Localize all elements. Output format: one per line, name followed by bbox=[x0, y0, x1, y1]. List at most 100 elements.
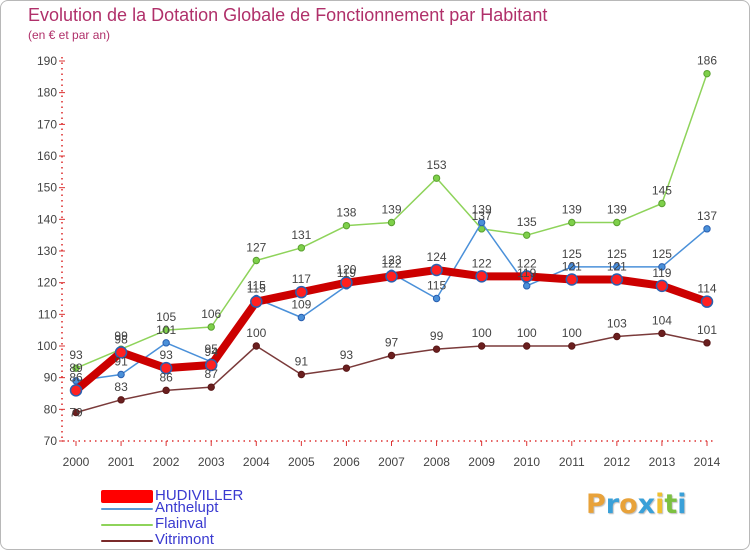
data-label: 119 bbox=[337, 266, 356, 280]
data-point bbox=[658, 329, 666, 338]
data-label: 124 bbox=[427, 250, 447, 264]
data-label: 139 bbox=[607, 203, 627, 217]
data-label: 137 bbox=[472, 209, 492, 223]
data-label: 137 bbox=[697, 209, 717, 223]
y-tick-label: 150 bbox=[37, 181, 57, 195]
data-point bbox=[117, 370, 125, 379]
data-label: 103 bbox=[607, 317, 627, 331]
data-point bbox=[523, 231, 531, 239]
x-tick-label: 2014 bbox=[694, 455, 721, 469]
data-label: 122 bbox=[472, 256, 492, 270]
data-point bbox=[385, 270, 398, 283]
data-point bbox=[72, 364, 80, 372]
x-tick-label: 2005 bbox=[288, 455, 315, 469]
logo-letter: x bbox=[637, 489, 656, 520]
data-label: 117 bbox=[292, 272, 311, 286]
data-point bbox=[610, 273, 624, 286]
y-tick-label: 90 bbox=[44, 371, 58, 385]
data-point bbox=[523, 342, 531, 350]
logo-letter: r bbox=[605, 489, 620, 520]
data-point bbox=[162, 326, 170, 334]
data-point bbox=[703, 69, 711, 78]
data-point bbox=[72, 377, 80, 385]
data-label: 153 bbox=[427, 158, 447, 172]
data-point bbox=[432, 174, 441, 182]
data-label: 122 bbox=[381, 256, 401, 270]
x-tick-label: 2002 bbox=[153, 455, 180, 469]
data-label: 127 bbox=[246, 241, 266, 255]
legend-item: Anthelupt bbox=[101, 499, 321, 516]
data-label: 135 bbox=[517, 215, 537, 229]
x-tick-label: 2000 bbox=[63, 455, 90, 469]
data-point bbox=[297, 313, 306, 322]
data-label: 115 bbox=[247, 279, 266, 293]
legend-item: HUDIVILLER bbox=[101, 487, 321, 504]
data-label: 99 bbox=[114, 329, 128, 343]
x-tick-label: 2012 bbox=[604, 455, 631, 469]
data-point bbox=[387, 351, 396, 360]
data-point bbox=[297, 244, 306, 252]
data-point bbox=[703, 225, 711, 233]
data-label: 98 bbox=[114, 332, 128, 346]
data-label: 93 bbox=[69, 348, 83, 362]
data-label: 95 bbox=[205, 342, 219, 356]
x-tick-label: 2004 bbox=[243, 455, 270, 469]
data-label: 114 bbox=[697, 282, 716, 296]
logo-letter: i bbox=[655, 489, 665, 520]
data-label: 83 bbox=[114, 380, 128, 394]
data-point bbox=[477, 218, 486, 227]
data-label: 131 bbox=[291, 228, 311, 242]
legend-swatch bbox=[101, 524, 153, 526]
data-label: 86 bbox=[159, 370, 173, 384]
data-label: 115 bbox=[247, 282, 266, 296]
legend-swatch bbox=[101, 540, 153, 542]
data-label: 121 bbox=[607, 260, 627, 274]
data-label: 138 bbox=[336, 206, 356, 220]
data-point bbox=[658, 199, 666, 208]
data-label: 100 bbox=[517, 326, 537, 340]
data-point bbox=[114, 346, 128, 359]
y-tick-label: 70 bbox=[44, 434, 58, 448]
data-point bbox=[204, 358, 218, 372]
data-label: 87 bbox=[205, 367, 219, 381]
data-label: 97 bbox=[385, 336, 399, 350]
proxiti-logo: Proxiti bbox=[586, 489, 687, 520]
data-point bbox=[477, 342, 486, 350]
data-label: 125 bbox=[562, 247, 582, 261]
data-label: 94 bbox=[205, 345, 219, 359]
data-label: 93 bbox=[159, 348, 173, 362]
x-tick-label: 2011 bbox=[559, 455, 585, 469]
data-point bbox=[162, 339, 170, 347]
data-point bbox=[69, 384, 83, 397]
y-tick-label: 110 bbox=[38, 307, 57, 321]
logo-letter: i bbox=[677, 489, 687, 520]
y-tick-label: 130 bbox=[37, 244, 57, 258]
data-label: 119 bbox=[517, 266, 536, 280]
chart-subtitle: (en € et par an) bbox=[28, 28, 111, 42]
data-label: 145 bbox=[652, 184, 672, 198]
y-tick-label: 170 bbox=[37, 117, 57, 131]
x-tick-label: 2008 bbox=[423, 455, 450, 469]
data-point bbox=[295, 285, 308, 299]
logo-letter: o bbox=[619, 489, 638, 520]
data-label: 100 bbox=[562, 326, 582, 340]
y-tick-label: 190 bbox=[37, 54, 57, 68]
legend-item: Flainval bbox=[101, 515, 321, 532]
data-point bbox=[252, 256, 260, 265]
legend-item: Vitrimont bbox=[101, 531, 321, 548]
data-point bbox=[430, 263, 443, 277]
data-label: 125 bbox=[607, 247, 627, 261]
data-label: 139 bbox=[562, 203, 582, 217]
y-tick-label: 100 bbox=[37, 339, 57, 353]
data-point bbox=[162, 386, 170, 395]
data-point bbox=[655, 279, 669, 293]
data-point bbox=[342, 221, 351, 230]
data-label: 93 bbox=[340, 348, 354, 362]
data-label: 104 bbox=[652, 313, 672, 327]
data-point bbox=[613, 263, 621, 271]
data-point bbox=[432, 345, 441, 353]
x-tick-label: 2001 bbox=[108, 455, 135, 469]
data-point bbox=[565, 273, 579, 286]
data-label: 125 bbox=[652, 247, 672, 261]
